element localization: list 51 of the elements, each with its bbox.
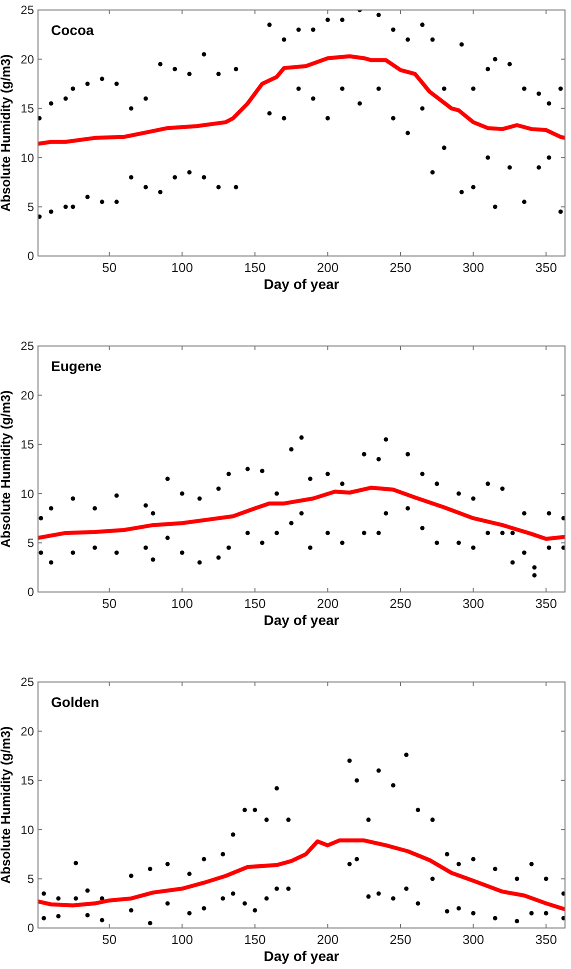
x-tick-label: 200 (316, 932, 339, 947)
text: Eugene (51, 358, 102, 374)
y-tick-label: 20 (20, 724, 34, 738)
x-tick-label: 50 (102, 596, 117, 611)
y-tick-label: 15 (20, 774, 34, 788)
y-tick-label: 5 (27, 200, 34, 214)
x-tick-label: 100 (171, 260, 193, 275)
y-axis-title: Absolute Humidity (g/m3) (0, 54, 13, 212)
y-tick-label: 20 (20, 388, 34, 402)
x-axis-title: Day of year (264, 948, 340, 964)
y-tick-label: 25 (20, 339, 34, 354)
y-tick-label: 25 (20, 675, 34, 690)
y-tick-label: 0 (27, 585, 34, 600)
x-tick-label: 300 (462, 932, 484, 947)
text: Cocoa (51, 22, 94, 38)
line-series (38, 838, 565, 912)
y-tick-label: 5 (27, 536, 34, 550)
x-tick-label: 50 (102, 932, 117, 947)
x-tick-label: 150 (244, 932, 266, 947)
x-tick-label: 350 (535, 932, 557, 947)
y-tick-label: 20 (20, 52, 34, 66)
y-tick-label: 10 (20, 486, 34, 501)
x-tick-label: 200 (316, 260, 339, 275)
y-axis-title: Absolute Humidity (g/m3) (0, 390, 13, 548)
x-tick-label: 100 (171, 932, 193, 947)
x-tick-label: 350 (535, 260, 557, 275)
line-series (38, 54, 565, 146)
y-tick-label: 15 (20, 438, 34, 452)
x-tick-label: 250 (390, 260, 412, 275)
y-tick-label: 5 (27, 872, 34, 886)
x-tick-label: 300 (462, 260, 484, 275)
x-axis-title: Day of year (264, 612, 340, 628)
y-tick-label: 10 (20, 822, 34, 837)
x-axis-title: Day of year (264, 276, 340, 292)
y-tick-label: 10 (20, 150, 34, 165)
x-tick-label: 150 (244, 260, 266, 275)
x-tick-label: 50 (102, 260, 117, 275)
x-tick-label: 300 (462, 596, 484, 611)
y-tick-label: 25 (20, 3, 34, 18)
text: Golden (51, 694, 100, 710)
y-tick-label: 0 (27, 249, 34, 264)
y-tick-label: 0 (27, 921, 34, 936)
y-tick-label: 15 (20, 102, 34, 116)
y-axis-title: Absolute Humidity (g/m3) (0, 726, 13, 884)
x-tick-label: 100 (171, 596, 193, 611)
x-tick-label: 200 (316, 596, 339, 611)
x-tick-label: 150 (244, 596, 266, 611)
x-tick-label: 350 (535, 596, 557, 611)
x-tick-label: 250 (390, 596, 412, 611)
line-series (38, 486, 565, 541)
x-tick-label: 250 (390, 932, 412, 947)
